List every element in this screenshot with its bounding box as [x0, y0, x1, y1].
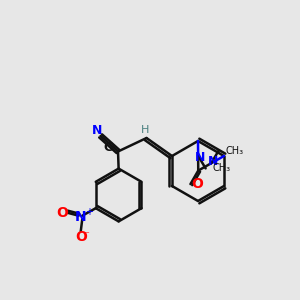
Text: H: H	[141, 124, 149, 135]
Text: N: N	[194, 151, 205, 164]
Text: N: N	[92, 124, 102, 137]
Text: C: C	[103, 141, 112, 154]
Text: N: N	[75, 210, 87, 224]
Text: CH₃: CH₃	[225, 146, 243, 156]
Text: ⁻: ⁻	[83, 230, 89, 240]
Text: +: +	[85, 207, 93, 217]
Text: O: O	[191, 177, 203, 191]
Text: O: O	[56, 206, 68, 220]
Text: CH₃: CH₃	[212, 164, 230, 173]
Text: N: N	[207, 155, 218, 168]
Text: O: O	[75, 230, 87, 244]
